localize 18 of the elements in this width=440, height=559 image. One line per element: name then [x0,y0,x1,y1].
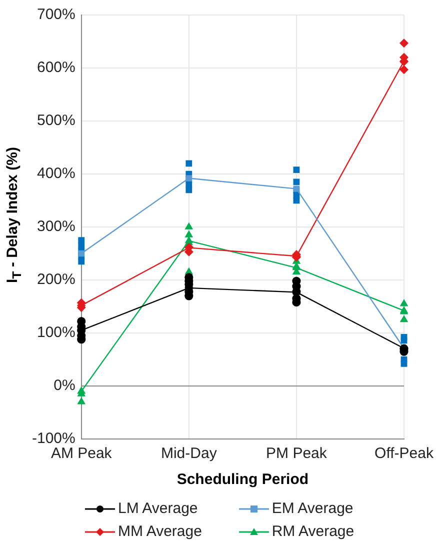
x-axis-title: Scheduling Period [176,471,309,488]
y-tick-label: 100% [36,324,76,342]
legend-label: RM Average [272,523,354,540]
y-tick-label: 700% [36,6,76,24]
legend-label: LM Average [118,500,198,517]
x-tick-label: Off-Peak [374,445,434,462]
y-tick-label: 0% [54,377,76,394]
y-tick-label: 600% [36,59,76,76]
legend-label: EM Average [272,500,354,517]
x-tick-label: AM Peak [50,445,112,462]
y-tick-label: 300% [36,218,76,236]
y-tick-label: -100% [32,430,76,448]
y-tick-label: 500% [36,112,76,130]
y-tick-label: 400% [36,165,76,182]
x-tick-label: PM Peak [266,445,328,462]
legend-label: MM Average [118,523,202,540]
y-tick-label: 200% [36,271,76,288]
x-tick-label: Mid-Day [160,445,218,462]
